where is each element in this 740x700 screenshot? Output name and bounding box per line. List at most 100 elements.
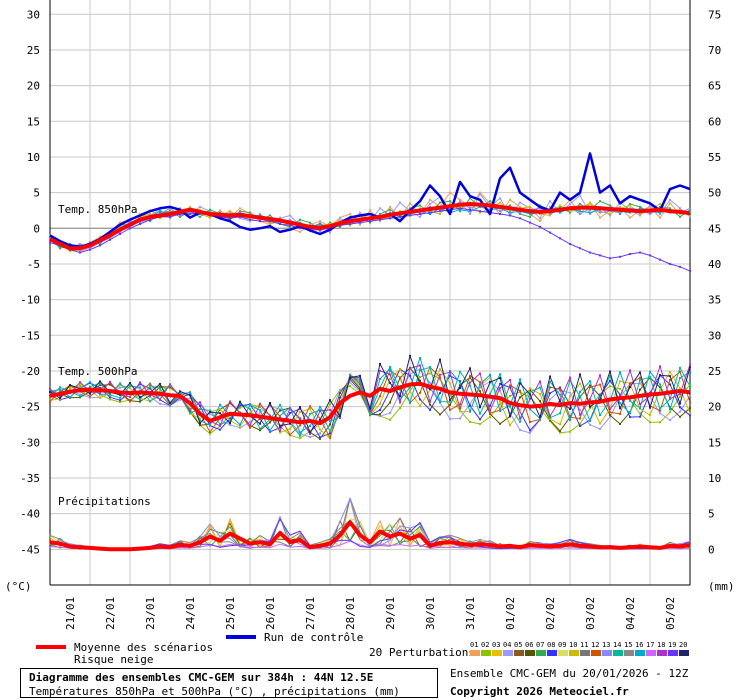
left-tick-label: 20 [27,80,40,93]
series-500-point [349,376,351,379]
series-500-point [209,413,211,416]
series-500-point [629,416,631,419]
series-850-point [69,242,71,245]
series-500-point [519,410,521,413]
series-850-point [389,215,391,218]
series-500-point [89,395,91,398]
series-850-point [549,213,551,216]
series-850-point [509,210,511,213]
series-500-mean [49,381,691,426]
series-500-point [599,428,601,431]
series-500-point [109,393,111,396]
series-500-point [609,415,611,418]
series-850-point [569,210,571,213]
series-500-point [529,393,531,396]
series-850-point [609,210,611,213]
series-500-point [619,387,621,390]
series-500-point [379,395,381,398]
series-500-point [689,385,691,388]
series-500-point [659,365,661,368]
left-tick-label: -40 [20,508,40,521]
series-500-point [169,385,171,388]
series-500-point [259,429,261,432]
series-850-point [89,248,91,251]
series-850-point [679,208,681,211]
series-500-point [549,418,551,421]
series-850-point [169,207,171,210]
left-tick-label: -20 [20,365,40,378]
right-tick-label: 10 [708,472,721,485]
series-850-point [49,236,51,239]
series-500-point [239,406,241,409]
series-500-point [659,374,661,377]
series-500-point [629,385,631,388]
right-tick-label: 75 [708,8,721,21]
series-850-point [319,224,321,227]
series-500-point [449,382,451,385]
series-850-point [589,213,591,216]
series-850-point [649,204,651,207]
series-500-point [369,410,371,413]
series-850-point [189,211,191,214]
series-500-point [139,383,141,386]
perturbation-swatch [514,650,524,656]
series-850-point [189,205,191,208]
series-850-point [509,211,511,214]
series-500-point [369,407,371,410]
series-500-point [419,379,421,382]
series-500-point [439,373,441,376]
series-500-point [419,398,421,401]
series-850-point [299,230,301,233]
series-500-point [259,427,261,430]
perturbation-id: 20 [679,641,687,649]
series-850-point [79,250,81,253]
series-500-point [679,370,681,373]
series-850-point [669,262,671,265]
series-500-point [329,412,331,415]
series-500-point [139,381,141,384]
series-850-point [269,223,271,226]
series-500-point [399,407,401,410]
series-500-point [229,400,231,403]
series-500-point [539,416,541,419]
series-500-point [639,407,641,410]
series-500-point [319,437,321,440]
series-500-point [669,419,671,422]
x-tick-label: 27/01 [304,597,317,630]
series-850-point [609,213,611,216]
series-500-point [49,390,51,393]
perturbation-swatch [602,650,612,656]
series-850-point [539,213,541,216]
right-tick-label: 35 [708,294,721,307]
series-850-point [629,203,631,206]
series-850-point [589,251,591,254]
series-500-point [119,382,121,385]
series-500-point [629,369,631,372]
series-850-point [649,205,651,208]
series-500-point [679,393,681,396]
series-500-point [449,371,451,374]
series-850-point [679,213,681,216]
series-500-point [69,396,71,399]
series-500-point [569,407,571,410]
legend-mean-label: Moyenne des scénarios [74,641,213,654]
series-850-point [469,213,471,216]
series-500-point [679,406,681,409]
right-tick-label: 60 [708,115,721,128]
series-850-point [259,214,261,217]
series-500-point [669,397,671,400]
x-tick-label: 29/01 [384,597,397,630]
series-500-point [419,364,421,367]
series-500-point [439,401,441,404]
series-850-point [419,207,421,210]
series-500-point [659,386,661,389]
series-850-point [289,224,291,227]
series-500-point [399,398,401,401]
series-500-point [539,417,541,420]
series-500-point [379,409,381,412]
series-850-point [659,258,661,261]
series-850-point [229,217,231,220]
series-850-point [249,218,251,221]
series-500-point [239,404,241,407]
